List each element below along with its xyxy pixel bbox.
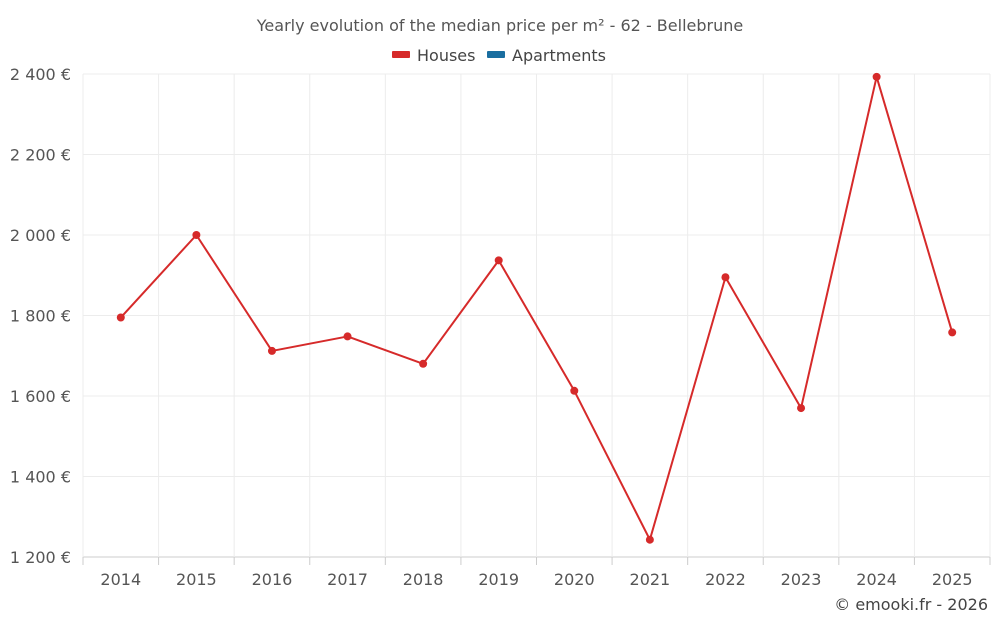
legend: Houses Apartments [392, 46, 606, 65]
x-tick-label: 2024 [856, 570, 897, 589]
x-tick-label: 2014 [100, 570, 141, 589]
legend-label-apartments[interactable]: Apartments [512, 46, 606, 65]
houses-point-2015[interactable] [192, 231, 201, 239]
houses-point-2023[interactable] [797, 404, 806, 413]
x-tick-label: 2017 [327, 570, 368, 589]
legend-swatch-apartments[interactable] [487, 51, 505, 58]
legend-label-houses[interactable]: Houses [417, 46, 475, 65]
x-axis-labels: 2014 2015 2016 2017 2018 2019 2020 2021 2022 2023… [100, 570, 972, 589]
y-tick-label: 1 200 € [10, 548, 71, 567]
x-tick-label: 2023 [781, 570, 822, 589]
y-axis-labels: 1 200 € 1 400 € 1 600 € 1 800 € 2 000 € 2 200… [10, 65, 71, 567]
houses-point-2014[interactable] [116, 313, 125, 322]
y-tick-label: 1 600 € [10, 387, 71, 406]
x-tick-label: 2019 [478, 570, 519, 589]
x-tick-label: 2015 [176, 570, 217, 589]
y-tick-label: 2 400 € [10, 65, 71, 84]
x-tick-label: 2025 [932, 570, 973, 589]
houses-point-2025[interactable] [948, 328, 957, 337]
x-tick-label: 2022 [705, 570, 746, 589]
x-tick-label: 2016 [252, 570, 293, 589]
chart-title: Yearly evolution of the median price per… [256, 16, 743, 35]
x-tick-label: 2020 [554, 570, 595, 589]
houses-point-2020[interactable] [570, 386, 579, 395]
legend-swatch-houses[interactable] [392, 51, 410, 58]
houses-point-2021[interactable] [645, 535, 654, 544]
y-tick-label: 1 800 € [10, 307, 71, 326]
x-tick-label: 2018 [403, 570, 444, 589]
y-tick-label: 2 000 € [10, 226, 71, 245]
credit-text: © emooki.fr - 2026 [834, 595, 988, 614]
y-tick-label: 2 200 € [10, 146, 71, 165]
houses-point-2016[interactable] [267, 346, 276, 355]
houses-point-2019[interactable] [494, 256, 503, 265]
x-gridlines [82, 74, 991, 565]
houses-line [120, 75, 954, 541]
houses-point-2024[interactable] [872, 72, 881, 81]
x-tick-label: 2021 [630, 570, 671, 589]
houses-point-2018[interactable] [419, 359, 428, 368]
y-tick-label: 1 400 € [10, 468, 71, 487]
series-houses [116, 72, 957, 544]
houses-point-2022[interactable] [721, 273, 730, 282]
houses-point-2017[interactable] [343, 332, 352, 341]
